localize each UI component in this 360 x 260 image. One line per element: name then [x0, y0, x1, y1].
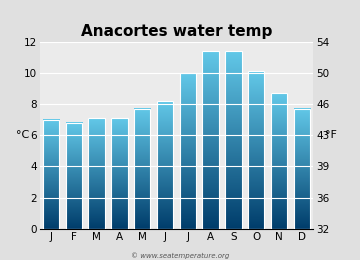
Bar [66, 123, 82, 229]
Bar [271, 93, 287, 229]
Bar [294, 109, 310, 229]
Bar [157, 101, 173, 229]
Bar [89, 118, 105, 229]
Bar [202, 51, 219, 229]
Bar [248, 71, 264, 229]
Bar [111, 118, 127, 229]
Bar [134, 109, 150, 229]
Title: Anacortes water temp: Anacortes water temp [81, 24, 272, 39]
Bar [43, 120, 59, 229]
Bar [180, 73, 196, 229]
Y-axis label: °C: °C [15, 130, 29, 140]
Y-axis label: °F: °F [325, 130, 337, 140]
Text: © www.seatemperature.org: © www.seatemperature.org [131, 252, 229, 259]
Bar [225, 51, 242, 229]
